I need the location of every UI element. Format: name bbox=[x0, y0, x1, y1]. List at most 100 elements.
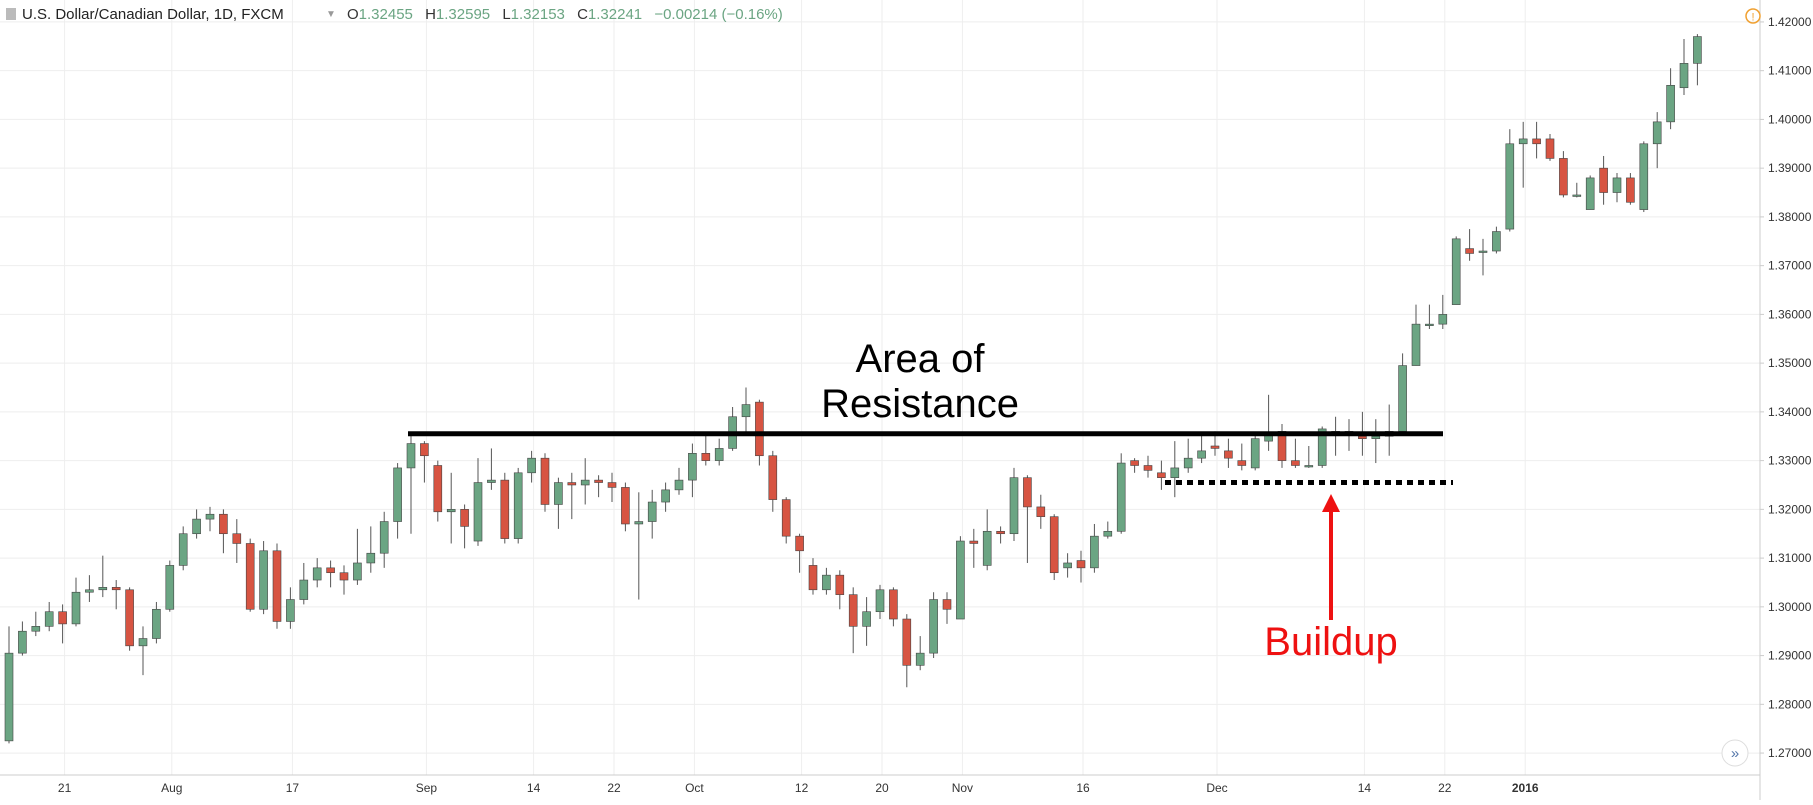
candle[interactable] bbox=[232, 519, 242, 563]
candle[interactable] bbox=[299, 562, 309, 605]
candle[interactable] bbox=[1237, 443, 1247, 471]
candle[interactable] bbox=[1090, 523, 1099, 573]
candle[interactable] bbox=[1626, 173, 1635, 205]
candle[interactable] bbox=[1157, 460, 1166, 490]
candle[interactable] bbox=[862, 597, 871, 646]
candle[interactable] bbox=[701, 433, 711, 466]
candle[interactable] bbox=[647, 489, 657, 539]
candle[interactable] bbox=[741, 387, 751, 434]
candle[interactable] bbox=[58, 604, 67, 644]
candle[interactable] bbox=[1693, 34, 1702, 86]
candle[interactable] bbox=[1411, 304, 1421, 366]
candle[interactable] bbox=[661, 482, 670, 512]
candle[interactable] bbox=[781, 497, 791, 544]
candle[interactable] bbox=[674, 467, 684, 495]
scroll-to-realtime-button[interactable]: » bbox=[1721, 739, 1749, 767]
candle[interactable] bbox=[165, 560, 175, 612]
candle[interactable] bbox=[1183, 438, 1193, 473]
candle[interactable] bbox=[178, 526, 188, 571]
candle[interactable] bbox=[848, 587, 858, 654]
candle[interactable] bbox=[286, 587, 295, 629]
candle[interactable] bbox=[1063, 553, 1072, 578]
candle[interactable] bbox=[1425, 304, 1434, 330]
alert-icon[interactable]: ! bbox=[1745, 8, 1761, 24]
candle[interactable] bbox=[152, 601, 161, 644]
candle[interactable] bbox=[1170, 441, 1180, 498]
candle[interactable] bbox=[31, 611, 41, 637]
candle[interactable] bbox=[1505, 129, 1515, 232]
candle[interactable] bbox=[473, 458, 483, 546]
candle[interactable] bbox=[567, 472, 577, 520]
candle[interactable] bbox=[339, 565, 349, 595]
candle[interactable] bbox=[1224, 438, 1233, 468]
candle[interactable] bbox=[245, 538, 255, 612]
candle[interactable] bbox=[540, 453, 550, 512]
candle[interactable] bbox=[1532, 121, 1541, 159]
candle[interactable] bbox=[433, 460, 443, 522]
candle[interactable] bbox=[125, 587, 134, 651]
candle[interactable] bbox=[18, 621, 27, 656]
candle[interactable] bbox=[580, 458, 590, 505]
candle[interactable] bbox=[138, 626, 148, 676]
candle[interactable] bbox=[420, 441, 429, 483]
candle[interactable] bbox=[1103, 521, 1113, 539]
candle[interactable] bbox=[634, 492, 644, 600]
candle[interactable] bbox=[621, 482, 630, 532]
candle[interactable] bbox=[1116, 453, 1126, 534]
candle[interactable] bbox=[982, 509, 992, 571]
candle[interactable] bbox=[956, 536, 965, 620]
candle[interactable] bbox=[1612, 173, 1622, 203]
candle[interactable] bbox=[1652, 112, 1662, 169]
candle[interactable] bbox=[1451, 236, 1461, 305]
candle[interactable] bbox=[71, 577, 81, 627]
candle[interactable] bbox=[527, 450, 536, 483]
candle[interactable] bbox=[1666, 68, 1675, 130]
candle[interactable] bbox=[487, 448, 496, 490]
candle[interactable] bbox=[353, 528, 362, 585]
candle[interactable] bbox=[272, 543, 282, 629]
candle[interactable] bbox=[1639, 141, 1649, 213]
candle[interactable] bbox=[326, 560, 335, 588]
candle[interactable] bbox=[1197, 433, 1206, 464]
candle[interactable] bbox=[1130, 458, 1139, 473]
candle[interactable] bbox=[98, 555, 108, 598]
candle[interactable] bbox=[111, 580, 121, 610]
candle[interactable] bbox=[312, 558, 322, 588]
candle[interactable] bbox=[406, 433, 416, 534]
candle[interactable] bbox=[875, 584, 885, 620]
candle[interactable] bbox=[915, 636, 925, 671]
candle[interactable] bbox=[1492, 226, 1501, 254]
candle[interactable] bbox=[795, 533, 804, 573]
candle[interactable] bbox=[1599, 155, 1608, 205]
candle[interactable] bbox=[1036, 494, 1046, 529]
candle[interactable] bbox=[366, 526, 376, 573]
candle[interactable] bbox=[85, 575, 94, 602]
candle[interactable] bbox=[192, 509, 201, 539]
candle[interactable] bbox=[1049, 514, 1059, 581]
candle[interactable] bbox=[1465, 229, 1474, 261]
candle[interactable] bbox=[929, 592, 938, 659]
candle[interactable] bbox=[1076, 550, 1086, 583]
candle[interactable] bbox=[554, 477, 563, 529]
candle[interactable] bbox=[714, 438, 724, 466]
candle[interactable] bbox=[259, 541, 268, 615]
collapse-icon[interactable] bbox=[6, 8, 16, 20]
candle[interactable] bbox=[969, 528, 979, 568]
candle[interactable] bbox=[1023, 475, 1032, 563]
candle[interactable] bbox=[44, 601, 54, 632]
candle[interactable] bbox=[1679, 38, 1689, 96]
candle[interactable] bbox=[513, 467, 523, 544]
candle[interactable] bbox=[835, 570, 845, 610]
candle[interactable] bbox=[1545, 134, 1555, 161]
candle[interactable] bbox=[1250, 433, 1260, 471]
candle[interactable] bbox=[379, 511, 389, 568]
candle[interactable] bbox=[594, 475, 603, 498]
candle[interactable] bbox=[1559, 151, 1568, 198]
candle[interactable] bbox=[1585, 175, 1595, 210]
candle[interactable] bbox=[219, 509, 228, 554]
candle[interactable] bbox=[460, 504, 469, 549]
candle[interactable] bbox=[688, 443, 697, 498]
candle[interactable] bbox=[1478, 238, 1488, 276]
candle[interactable] bbox=[393, 463, 402, 539]
